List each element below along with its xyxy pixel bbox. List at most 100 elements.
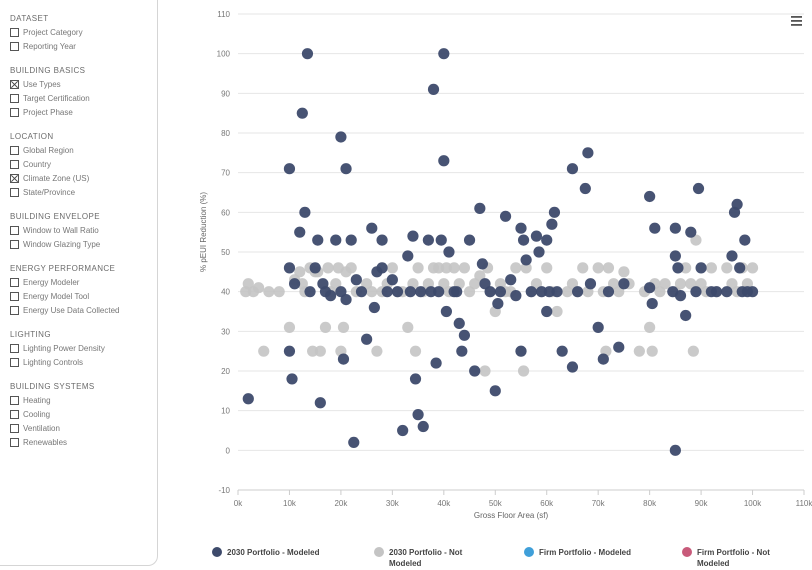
data-point-2030-portfolio-modeled — [458, 329, 470, 341]
checkbox[interactable] — [10, 305, 19, 315]
legend-marker-2[interactable] — [374, 547, 384, 557]
data-point-2030-portfolio-not-modeled — [577, 262, 589, 274]
filter-option-energy-use-data-collected[interactable]: Energy Use Data Collected — [10, 304, 157, 316]
data-point-2030-portfolio-modeled — [680, 309, 692, 322]
filter-option-energy-modeler[interactable]: Energy Modeler — [10, 276, 157, 288]
data-point-2030-portfolio-not-modeled — [474, 270, 486, 282]
data-point-2030-portfolio-modeled — [340, 163, 352, 175]
data-point-2030-portfolio-modeled — [734, 262, 746, 274]
data-point-2030-portfolio-modeled — [335, 286, 347, 298]
checkbox[interactable] — [10, 145, 19, 155]
filter-option-project-category[interactable]: Project Category — [10, 26, 157, 38]
data-point-2030-portfolio-modeled — [409, 373, 422, 385]
data-point-2030-portfolio-modeled — [397, 424, 409, 437]
filter-option-label: Climate Zone (US) — [23, 173, 90, 183]
filter-option-global-region[interactable]: Global Region — [10, 144, 157, 156]
checkbox[interactable] — [10, 395, 19, 405]
checkbox[interactable] — [10, 239, 19, 249]
data-point-2030-portfolio-not-modeled — [242, 278, 254, 290]
checkbox[interactable] — [10, 277, 19, 287]
data-point-2030-portfolio-not-modeled — [433, 262, 445, 274]
filter-option-use-types[interactable]: Use Types — [10, 78, 157, 90]
legend-marker-1[interactable] — [212, 547, 222, 557]
checkbox[interactable] — [10, 437, 19, 447]
data-point-2030-portfolio-modeled — [407, 230, 419, 242]
data-point-2030-portfolio-modeled — [412, 409, 424, 421]
data-point-2030-portfolio-modeled — [463, 234, 476, 246]
data-point-2030-portfolio-modeled — [314, 397, 326, 409]
data-point-2030-portfolio-modeled — [492, 297, 504, 310]
data-point-2030-portfolio-modeled — [520, 254, 532, 266]
filter-option-energy-model-tool[interactable]: Energy Model Tool — [10, 290, 157, 302]
filter-option-label: Heating — [23, 395, 51, 405]
filter-option-state-province[interactable]: State/Province — [10, 186, 157, 198]
y-tick-label: 60 — [221, 208, 230, 217]
filter-option-ventilation[interactable]: Ventilation — [10, 422, 157, 434]
filter-option-heating[interactable]: Heating — [10, 394, 157, 406]
legend-label-1[interactable]: 2030 Portfolio - Modeled — [227, 548, 320, 557]
data-point-2030-portfolio-modeled — [440, 305, 452, 318]
filter-group-title: BUILDING BASICS — [10, 66, 86, 75]
checkbox[interactable] — [10, 187, 19, 197]
legend-marker-3[interactable] — [524, 547, 534, 557]
data-point-2030-portfolio-not-modeled — [644, 321, 656, 333]
data-point-2030-portfolio-not-modeled — [561, 286, 573, 298]
data-point-2030-portfolio-not-modeled — [746, 262, 759, 274]
legend-label-3[interactable]: Firm Portfolio - Modeled — [539, 548, 631, 557]
checkbox[interactable] — [10, 159, 19, 169]
data-point-2030-portfolio-modeled — [597, 353, 609, 365]
x-tick-label: 10k — [283, 499, 297, 508]
checkbox[interactable] — [10, 291, 19, 301]
filter-option-climate-zone-us-[interactable]: Climate Zone (US) — [10, 172, 157, 184]
data-point-2030-portfolio-modeled — [672, 262, 684, 274]
hamburger-menu-icon[interactable] — [791, 16, 802, 26]
filter-option-window-to-wall-ratio[interactable]: Window to Wall Ratio — [10, 224, 157, 236]
checkbox[interactable] — [10, 93, 19, 103]
filter-option-country[interactable]: Country — [10, 158, 157, 170]
checkbox[interactable] — [10, 41, 19, 51]
data-point-2030-portfolio-modeled — [325, 290, 337, 302]
x-tick-label: 100k — [744, 499, 762, 508]
filter-option-target-certification[interactable]: Target Certification — [10, 92, 157, 104]
filter-option-reporting-year[interactable]: Reporting Year — [10, 40, 157, 52]
checkbox[interactable] — [10, 357, 19, 367]
filter-option-project-phase[interactable]: Project Phase — [10, 106, 157, 118]
data-point-2030-portfolio-not-modeled — [602, 262, 615, 274]
checkbox[interactable] — [10, 107, 19, 117]
data-point-2030-portfolio-not-modeled — [314, 345, 326, 357]
filter-option-lighting-power-density[interactable]: Lighting Power Density — [10, 342, 157, 354]
checkbox[interactable] — [10, 225, 19, 235]
data-point-2030-portfolio-modeled — [376, 234, 388, 246]
data-point-2030-portfolio-not-modeled — [319, 321, 332, 333]
legend-label-2[interactable]: 2030 Portfolio - Not Modeled — [389, 548, 463, 568]
checkbox[interactable] — [10, 409, 19, 419]
data-point-2030-portfolio-modeled — [474, 202, 486, 214]
checkbox[interactable] — [10, 173, 19, 183]
data-point-2030-portfolio-modeled — [669, 444, 681, 456]
x-axis-title: Gross Floor Area (sf) — [474, 511, 549, 520]
y-tick-label: 40 — [221, 288, 230, 297]
checkbox[interactable] — [10, 423, 19, 433]
data-point-2030-portfolio-modeled — [381, 286, 393, 298]
filter-option-cooling[interactable]: Cooling — [10, 408, 157, 420]
data-point-2030-portfolio-not-modeled — [510, 262, 522, 274]
filter-option-lighting-controls[interactable]: Lighting Controls — [10, 356, 157, 368]
filter-option-label: Window to Wall Ratio — [23, 225, 99, 235]
filter-option-label: Lighting Power Density — [23, 343, 105, 353]
checkbox[interactable] — [10, 79, 19, 89]
legend-marker-4[interactable] — [682, 547, 692, 557]
checkbox[interactable] — [10, 27, 19, 37]
filter-option-window-glazing-type[interactable]: Window Glazing Type — [10, 238, 157, 250]
data-point-2030-portfolio-modeled — [453, 317, 465, 329]
data-point-2030-portfolio-not-modeled — [361, 278, 373, 290]
data-point-2030-portfolio-not-modeled — [633, 345, 645, 357]
data-point-2030-portfolio-modeled — [415, 286, 427, 298]
data-point-2030-portfolio-not-modeled — [721, 262, 733, 274]
y-axis-title: % pEUI Reduction (%) — [199, 192, 208, 272]
checkbox[interactable] — [10, 343, 19, 353]
data-point-2030-portfolio-not-modeled — [654, 286, 666, 298]
data-point-2030-portfolio-modeled — [425, 286, 437, 298]
filter-option-renewables[interactable]: Renewables — [10, 436, 157, 448]
legend-label-4[interactable]: Firm Portfolio - Not Modeled — [697, 548, 770, 568]
data-point-2030-portfolio-modeled — [515, 222, 527, 234]
